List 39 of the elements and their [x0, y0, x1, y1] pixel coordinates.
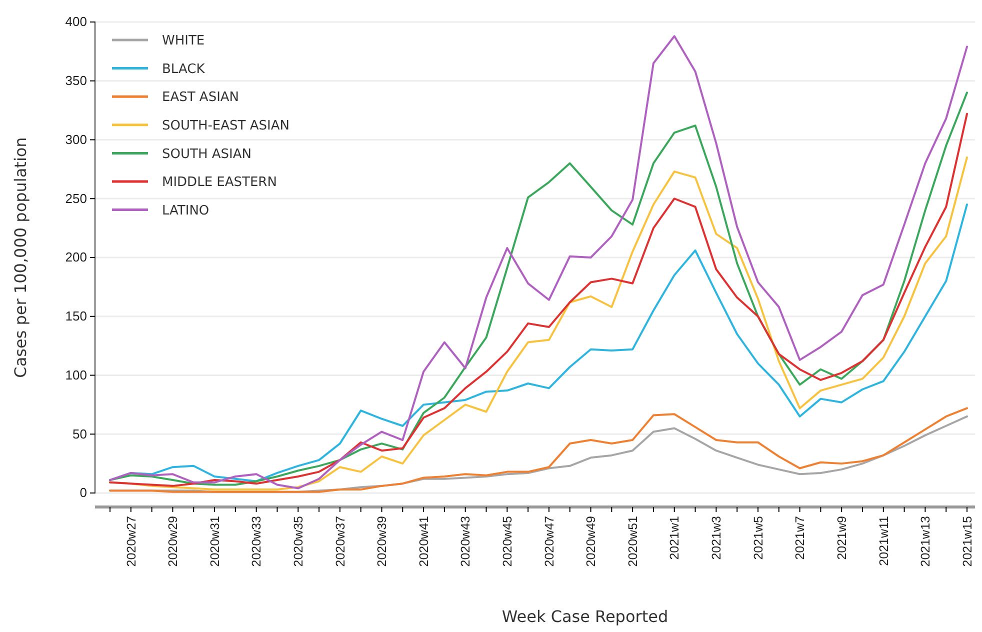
- y-axis-title: Cases per 100,000 population: [11, 137, 30, 378]
- y-tick-label: 150: [65, 308, 87, 324]
- x-tick-label: 2020w33: [250, 516, 264, 567]
- x-tick-label: 2020w27: [124, 516, 138, 567]
- legend-label: LATINO: [162, 203, 210, 218]
- x-tick-label: 2020w39: [375, 516, 390, 567]
- x-tick-label: 2021w13: [918, 516, 933, 567]
- x-tick-label: 2021w7: [793, 516, 808, 560]
- y-tick-label: 350: [65, 73, 87, 88]
- x-tick-label: 2021w5: [751, 516, 766, 560]
- x-tick-label: 2020w35: [291, 516, 306, 567]
- x-tick-label: 2021w11: [876, 516, 891, 566]
- legend-label: EAST ASIAN: [162, 90, 240, 106]
- x-tick-label: 2020w51: [626, 516, 640, 567]
- x-tick-label: 2020w49: [584, 516, 598, 567]
- y-tick-label: 0: [80, 485, 87, 500]
- x-tick-label: 2020w31: [208, 516, 222, 567]
- x-tick-label: 2021w1: [668, 516, 682, 560]
- x-tick-label: 2020w37: [333, 516, 348, 567]
- x-tick-label: 2020w41: [416, 516, 431, 567]
- x-tick-label: 2020w47: [542, 516, 556, 567]
- x-tick-label: 2020w29: [166, 516, 180, 567]
- legend-label: SOUTH ASIAN: [162, 146, 252, 162]
- x-tick-label: 2021w3: [710, 516, 724, 560]
- x-tick-label: 2021w9: [834, 516, 849, 560]
- y-tick-label: 50: [72, 426, 87, 442]
- x-tick-label: 2021w15: [960, 516, 974, 567]
- x-axis-title: Week Case Reported: [502, 607, 668, 626]
- legend-label: BLACK: [162, 62, 206, 77]
- legend-label: SOUTH-EAST ASIAN: [162, 118, 290, 134]
- y-tick-label: 250: [65, 190, 87, 206]
- legend-label: MIDDLE EASTERN: [162, 175, 277, 190]
- y-tick-label: 300: [65, 132, 87, 147]
- x-tick-label: 2020w43: [458, 516, 473, 567]
- y-tick-label: 100: [65, 367, 87, 382]
- y-tick-label: 200: [65, 250, 87, 265]
- x-tick-label: 2020w45: [500, 516, 515, 567]
- legend-label: WHITE: [162, 34, 205, 49]
- y-tick-label: 400: [65, 14, 87, 30]
